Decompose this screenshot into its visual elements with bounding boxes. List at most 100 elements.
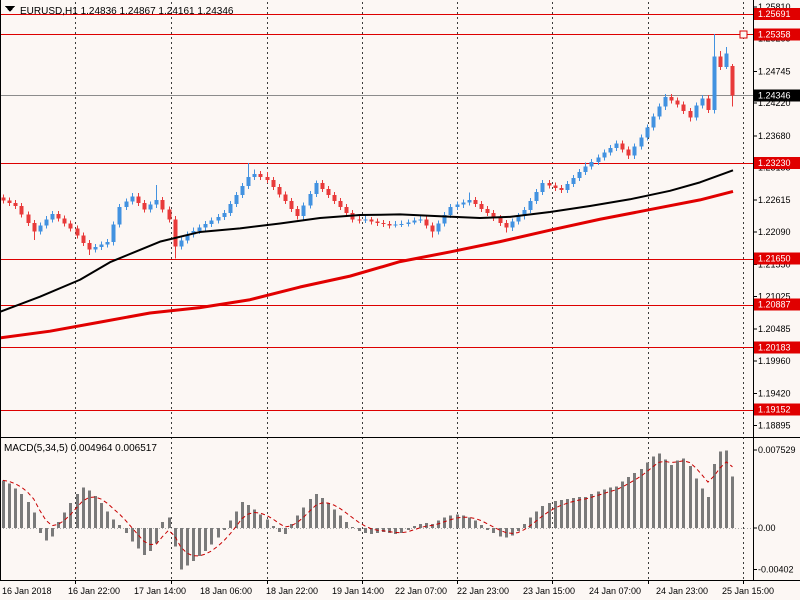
macd-bar bbox=[20, 493, 23, 528]
candle-bullish bbox=[209, 220, 214, 225]
candle-bullish bbox=[632, 146, 637, 156]
macd-bar bbox=[161, 521, 164, 528]
macd-bar bbox=[39, 528, 42, 534]
time-label: 16 Jan 22:00 bbox=[68, 586, 120, 596]
macd-bar bbox=[180, 528, 183, 570]
candle-bullish bbox=[577, 172, 582, 179]
sr-price-box-label: 1.20183 bbox=[758, 342, 791, 352]
candle-bearish bbox=[387, 224, 392, 226]
macd-bar bbox=[456, 514, 459, 528]
candle-bearish bbox=[277, 187, 282, 195]
candle-bearish bbox=[1, 197, 6, 201]
collapse-indicator-icon[interactable] bbox=[5, 6, 15, 12]
macd-bar bbox=[296, 515, 299, 528]
candle-bullish bbox=[639, 137, 644, 147]
macd-panel bbox=[0, 450, 753, 570]
candle-bearish bbox=[295, 208, 300, 217]
sr-price-box bbox=[754, 341, 800, 354]
candle-bullish bbox=[154, 199, 159, 205]
macd-bar bbox=[253, 509, 256, 528]
chart-title: EURUSD,H1 1.24836 1.24867 1.24161 1.2434… bbox=[20, 6, 234, 17]
candle-bearish bbox=[283, 194, 288, 202]
macd-bar bbox=[419, 523, 422, 528]
candle-bearish bbox=[553, 185, 558, 188]
macd-bar bbox=[302, 507, 305, 528]
price-tick-label: 1.24745 bbox=[758, 66, 791, 76]
macd-bar bbox=[45, 528, 48, 541]
macd-bar bbox=[8, 483, 11, 528]
candle-bullish bbox=[467, 199, 472, 203]
macd-bar bbox=[474, 520, 477, 528]
macd-bar bbox=[333, 509, 336, 528]
candle-bullish bbox=[314, 182, 319, 194]
candle-bullish bbox=[540, 182, 545, 193]
macd-bar bbox=[431, 523, 434, 528]
candle-bearish bbox=[13, 202, 18, 206]
time-label: 18 Jan 06:00 bbox=[200, 586, 252, 596]
candle-bearish bbox=[173, 219, 178, 247]
macd-bar bbox=[725, 450, 728, 528]
price-tick-label: 1.22615 bbox=[758, 195, 791, 205]
candle-bearish bbox=[730, 65, 735, 96]
macd-bar bbox=[658, 453, 661, 528]
candle-bearish bbox=[424, 219, 429, 226]
macd-bar bbox=[646, 462, 649, 528]
candle-bearish bbox=[265, 176, 270, 180]
time-axis: 16 Jan 2018 16 Jan 22:00 17 Jan 14:00 18 Ja… bbox=[2, 580, 774, 596]
candle-bullish bbox=[614, 143, 619, 148]
macd-bar bbox=[480, 524, 483, 528]
candle-bullish bbox=[724, 53, 729, 67]
macd-bar bbox=[633, 473, 636, 528]
macd-bar bbox=[315, 493, 318, 528]
macd-bar bbox=[266, 519, 269, 528]
macd-bar bbox=[223, 528, 226, 531]
price-axis: 1.258101.252851.247451.242201.236801.231… bbox=[753, 2, 800, 430]
macd-bar bbox=[210, 528, 213, 545]
macd-bar bbox=[529, 517, 532, 528]
candle-bullish bbox=[657, 106, 662, 117]
candle-bullish bbox=[393, 224, 398, 226]
candle-bullish bbox=[179, 240, 184, 247]
candle-bearish bbox=[681, 104, 686, 111]
candle-bearish bbox=[430, 225, 435, 232]
sr-price-box-label: 1.20887 bbox=[758, 300, 791, 310]
macd-axis: 0.007529 0.00 -0.00402 bbox=[753, 445, 796, 575]
current-price-box bbox=[754, 89, 800, 102]
candle-bullish bbox=[203, 224, 208, 228]
candle-bearish bbox=[491, 213, 496, 219]
candle-bearish bbox=[504, 222, 509, 228]
macd-bar bbox=[695, 478, 698, 528]
candle-bullish bbox=[448, 207, 453, 216]
candle-bearish bbox=[26, 214, 31, 223]
candle-bullish bbox=[700, 98, 705, 106]
macd-bar bbox=[358, 528, 361, 532]
macd-bar bbox=[499, 528, 502, 537]
sr-line-handle[interactable] bbox=[739, 30, 748, 39]
macd-bar bbox=[278, 528, 281, 533]
sr-price-box-label: 1.23230 bbox=[758, 158, 791, 168]
candle-bearish bbox=[688, 110, 693, 118]
candle-bullish bbox=[516, 216, 521, 222]
macd-bar bbox=[345, 521, 348, 528]
candle-bullish bbox=[645, 127, 650, 138]
macd-bar bbox=[137, 528, 140, 549]
candle-bullish bbox=[510, 221, 515, 228]
candle-bearish bbox=[142, 202, 147, 210]
time-label: 22 Jan 23:00 bbox=[457, 586, 509, 596]
candle-bearish bbox=[706, 98, 711, 110]
ma-fast-line bbox=[0, 169, 734, 313]
time-label: 17 Jan 14:00 bbox=[134, 586, 186, 596]
macd-bar bbox=[339, 515, 342, 528]
candle-bullish bbox=[222, 213, 227, 217]
macd-bar bbox=[186, 528, 189, 566]
moving-averages bbox=[0, 169, 734, 340]
candle-bullish bbox=[105, 242, 110, 245]
candle-bullish bbox=[583, 166, 588, 173]
macd-bar bbox=[155, 528, 158, 544]
candle-bullish bbox=[528, 201, 533, 211]
panel-borders bbox=[0, 0, 800, 581]
candle-bearish bbox=[258, 173, 263, 177]
